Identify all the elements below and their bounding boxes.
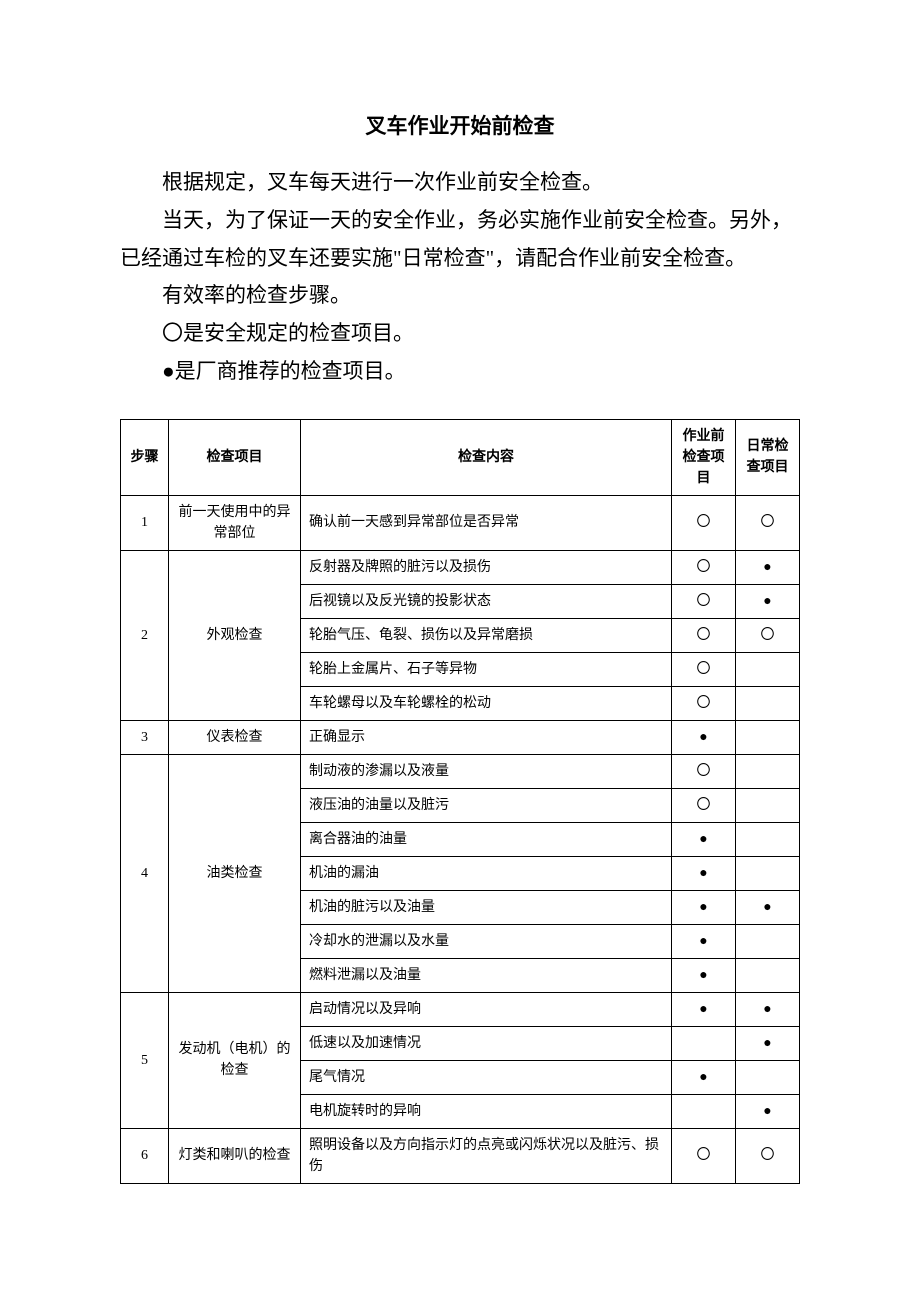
- table-header-row: 步骤 检查项目 检查内容 作业前检查项目 日常检查项目: [121, 419, 800, 495]
- cell-pre: 〇: [672, 495, 736, 550]
- table-row: 4油类检查制动液的渗漏以及液量〇: [121, 754, 800, 788]
- cell-content: 制动液的渗漏以及液量: [301, 754, 672, 788]
- cell-content: 照明设备以及方向指示灯的点亮或闪烁状况以及脏污、损伤: [301, 1128, 672, 1183]
- cell-content: 反射器及牌照的脏污以及损伤: [301, 550, 672, 584]
- cell-step: 4: [121, 754, 169, 992]
- document-title: 叉车作业开始前检查: [120, 110, 800, 140]
- table-row: 2外观检查反射器及牌照的脏污以及损伤〇●: [121, 550, 800, 584]
- cell-content: 离合器油的油量: [301, 822, 672, 856]
- cell-daily: ●: [736, 584, 800, 618]
- cell-content: 液压油的油量以及脏污: [301, 788, 672, 822]
- th-daily: 日常检查项目: [736, 419, 800, 495]
- cell-pre: 〇: [672, 686, 736, 720]
- cell-daily: [736, 924, 800, 958]
- cell-pre: ●: [672, 992, 736, 1026]
- cell-daily: ●: [736, 1026, 800, 1060]
- cell-daily: 〇: [736, 495, 800, 550]
- cell-daily: ●: [736, 1094, 800, 1128]
- cell-content: 启动情况以及异响: [301, 992, 672, 1026]
- cell-daily: [736, 652, 800, 686]
- cell-content: 机油的漏油: [301, 856, 672, 890]
- cell-daily: ●: [736, 890, 800, 924]
- cell-step: 2: [121, 550, 169, 720]
- cell-daily: [736, 822, 800, 856]
- cell-item: 外观检查: [169, 550, 301, 720]
- cell-step: 5: [121, 992, 169, 1128]
- cell-pre: ●: [672, 822, 736, 856]
- intro-p5: ●是厂商推荐的检查项目。: [120, 353, 800, 391]
- cell-pre: 〇: [672, 788, 736, 822]
- cell-content: 机油的脏污以及油量: [301, 890, 672, 924]
- cell-item: 发动机（电机）的检查: [169, 992, 301, 1128]
- intro-block: 根据规定，叉车每天进行一次作业前安全检查。 当天，为了保证一天的安全作业，务必实…: [120, 164, 800, 391]
- cell-step: 6: [121, 1128, 169, 1183]
- cell-pre: 〇: [672, 652, 736, 686]
- intro-p4: 〇是安全规定的检查项目。: [120, 315, 800, 353]
- cell-daily: 〇: [736, 1128, 800, 1183]
- cell-pre: [672, 1026, 736, 1060]
- cell-content: 冷却水的泄漏以及水量: [301, 924, 672, 958]
- cell-pre: 〇: [672, 618, 736, 652]
- document-page: 叉车作业开始前检查 根据规定，叉车每天进行一次作业前安全检查。 当天，为了保证一…: [0, 0, 920, 1244]
- cell-daily: [736, 754, 800, 788]
- cell-pre: 〇: [672, 1128, 736, 1183]
- cell-content: 低速以及加速情况: [301, 1026, 672, 1060]
- table-row: 5发动机（电机）的检查启动情况以及异响●●: [121, 992, 800, 1026]
- table-row: 6灯类和喇叭的检查照明设备以及方向指示灯的点亮或闪烁状况以及脏污、损伤〇〇: [121, 1128, 800, 1183]
- cell-pre: 〇: [672, 754, 736, 788]
- th-content: 检查内容: [301, 419, 672, 495]
- cell-pre: 〇: [672, 550, 736, 584]
- cell-pre: ●: [672, 924, 736, 958]
- cell-item: 仪表检查: [169, 720, 301, 754]
- cell-daily: [736, 720, 800, 754]
- th-pre: 作业前检查项目: [672, 419, 736, 495]
- cell-content: 正确显示: [301, 720, 672, 754]
- cell-daily: ●: [736, 992, 800, 1026]
- cell-item: 灯类和喇叭的检查: [169, 1128, 301, 1183]
- intro-p2: 当天，为了保证一天的安全作业，务必实施作业前安全检查。另外，已经通过车检的叉车还…: [120, 202, 800, 278]
- cell-daily: 〇: [736, 618, 800, 652]
- cell-item: 前一天使用中的异常部位: [169, 495, 301, 550]
- intro-p3: 有效率的检查步骤。: [120, 277, 800, 315]
- cell-pre: ●: [672, 958, 736, 992]
- cell-pre: 〇: [672, 584, 736, 618]
- cell-content: 轮胎气压、龟裂、损伤以及异常磨损: [301, 618, 672, 652]
- cell-pre: [672, 1094, 736, 1128]
- cell-step: 3: [121, 720, 169, 754]
- cell-content: 后视镜以及反光镜的投影状态: [301, 584, 672, 618]
- th-item: 检查项目: [169, 419, 301, 495]
- table-row: 3仪表检查正确显示●: [121, 720, 800, 754]
- cell-daily: [736, 788, 800, 822]
- th-step: 步骤: [121, 419, 169, 495]
- cell-content: 确认前一天感到异常部位是否异常: [301, 495, 672, 550]
- cell-content: 轮胎上金属片、石子等异物: [301, 652, 672, 686]
- cell-daily: ●: [736, 550, 800, 584]
- table-row: 1前一天使用中的异常部位确认前一天感到异常部位是否异常〇〇: [121, 495, 800, 550]
- cell-content: 燃料泄漏以及油量: [301, 958, 672, 992]
- cell-item: 油类检查: [169, 754, 301, 992]
- cell-pre: ●: [672, 890, 736, 924]
- inspection-table: 步骤 检查项目 检查内容 作业前检查项目 日常检查项目 1前一天使用中的异常部位…: [120, 419, 800, 1184]
- cell-content: 尾气情况: [301, 1060, 672, 1094]
- cell-daily: [736, 1060, 800, 1094]
- cell-daily: [736, 958, 800, 992]
- cell-pre: ●: [672, 720, 736, 754]
- cell-pre: ●: [672, 1060, 736, 1094]
- cell-daily: [736, 686, 800, 720]
- cell-daily: [736, 856, 800, 890]
- cell-content: 车轮螺母以及车轮螺栓的松动: [301, 686, 672, 720]
- cell-content: 电机旋转时的异响: [301, 1094, 672, 1128]
- intro-p1: 根据规定，叉车每天进行一次作业前安全检查。: [120, 164, 800, 202]
- cell-pre: ●: [672, 856, 736, 890]
- cell-step: 1: [121, 495, 169, 550]
